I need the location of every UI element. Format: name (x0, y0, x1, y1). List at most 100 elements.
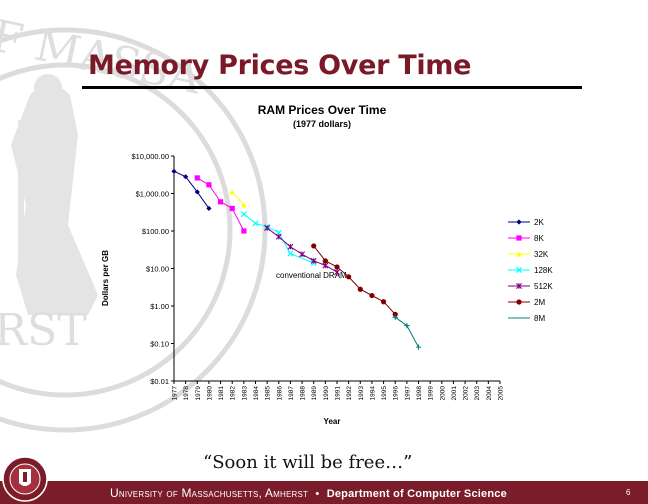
data-point (392, 311, 398, 317)
data-point (516, 251, 522, 257)
data-point (229, 189, 235, 195)
umass-seal-logo (2, 456, 48, 502)
x-tick-label: 1999 (428, 386, 435, 401)
footer-separator: • (315, 488, 320, 500)
x-tick-label: 1985 (265, 386, 272, 401)
y-tick-label: $100.00 (142, 227, 169, 236)
data-point (322, 258, 328, 264)
data-point (516, 219, 522, 225)
page-number: 6 (626, 488, 631, 497)
x-tick-label: 1995 (381, 386, 388, 401)
data-point (194, 189, 200, 195)
data-point (516, 235, 522, 241)
series-line (197, 177, 245, 232)
series-line (173, 170, 210, 209)
data-point (346, 274, 352, 280)
x-tick-label: 1989 (311, 386, 318, 401)
data-point (241, 202, 247, 208)
chart-subtitle: (1977 dollars) (293, 119, 351, 129)
series-8m (392, 314, 422, 350)
x-axis-label: Year (324, 417, 341, 426)
y-tick-label: $10,000.00 (131, 152, 169, 161)
data-point (334, 264, 340, 270)
legend-label: 2M (534, 298, 545, 307)
data-point (252, 220, 259, 227)
data-point (516, 283, 522, 289)
x-tick-label: 1980 (206, 386, 213, 401)
x-tick-label: 1988 (300, 386, 307, 401)
legend-entry-8m: 8M (508, 314, 545, 323)
data-point (311, 243, 317, 249)
slide-title: Memory Prices Over Time (88, 50, 472, 81)
data-point (415, 344, 422, 350)
x-tick-label: 1997 (404, 386, 411, 401)
data-point (322, 262, 329, 269)
series-2m (311, 243, 398, 317)
footer-department: Department of Computer Science (326, 488, 507, 500)
x-tick-label: 1992 (346, 386, 353, 401)
slide-quote: “Soon it will be free…” (203, 452, 413, 473)
x-tick-label: 1984 (253, 386, 260, 401)
data-point (515, 266, 523, 274)
x-tick-label: 1978 (183, 386, 190, 401)
series-8k (194, 175, 247, 234)
footer-text: University of Massachusetts, Amherst • D… (110, 486, 507, 500)
legend-entry-512k: 512K (508, 282, 553, 291)
legend-label: 2K (534, 218, 544, 227)
chart-axes: $10,000.00 $1,000.00 $100.00 $10.00 $1.00 $0.… (131, 152, 504, 400)
x-tick-label: 1987 (288, 386, 295, 401)
chart-annotation: conventional DRAM (276, 271, 347, 280)
data-point (380, 299, 387, 305)
x-tick-label: 2002 (463, 386, 470, 401)
data-point (299, 251, 306, 258)
x-tick-label: 1982 (230, 386, 237, 401)
series-128k (240, 211, 317, 267)
y-tick-label: $1.00 (150, 302, 169, 311)
x-tick-label: 1990 (323, 386, 330, 401)
x-tick-label: 1993 (358, 386, 365, 401)
data-point (334, 269, 340, 276)
legend-label: 512K (534, 282, 553, 291)
x-tick-label: 1977 (172, 386, 179, 401)
x-tick-label: 1996 (393, 386, 400, 401)
y-tick-label: $0.10 (150, 340, 169, 349)
chart-title: RAM Prices Over Time (258, 103, 387, 117)
x-tick-label: 1979 (195, 386, 202, 401)
data-point (392, 314, 398, 320)
data-point (357, 286, 363, 292)
data-point (194, 175, 200, 181)
data-point (241, 228, 247, 234)
data-point (264, 225, 271, 232)
data-point (275, 233, 282, 240)
x-tick-label: 2005 (498, 386, 505, 401)
series-512k (264, 225, 340, 276)
data-point (217, 199, 224, 205)
legend-entry-32k: 32K (508, 250, 549, 259)
x-tick-label: 1991 (335, 386, 342, 401)
series-line (394, 316, 419, 348)
x-tick-label: 2001 (451, 386, 458, 401)
y-tick-label: $0.01 (150, 377, 169, 386)
x-tick-label: 1986 (276, 386, 283, 401)
y-axis-label: Dollars per GB (101, 250, 110, 306)
legend-entry-2k: 2K (508, 218, 544, 227)
legend-label: 128K (534, 266, 553, 275)
data-point (516, 299, 522, 305)
data-point (240, 211, 247, 218)
legend-label: 32K (534, 250, 549, 259)
y-tick-label: $10.00 (146, 265, 169, 274)
title-underline (82, 86, 582, 89)
legend-entry-2m: 2M (508, 298, 545, 307)
x-tick-label: 1998 (416, 386, 423, 401)
x-tick-label: 1981 (218, 386, 225, 401)
data-point (287, 243, 294, 250)
footer-bar (0, 481, 648, 504)
data-point (404, 323, 410, 329)
x-tick-label: 1983 (241, 386, 248, 401)
data-point (287, 250, 294, 257)
ram-prices-chart: RAM Prices Over Time (1977 dollars) Doll… (101, 103, 553, 426)
legend-entry-128k: 128K (508, 266, 553, 275)
series-2k (171, 168, 212, 212)
footer-university: University of Massachusetts, Amherst (110, 486, 309, 500)
chart-plot-area (171, 168, 422, 350)
